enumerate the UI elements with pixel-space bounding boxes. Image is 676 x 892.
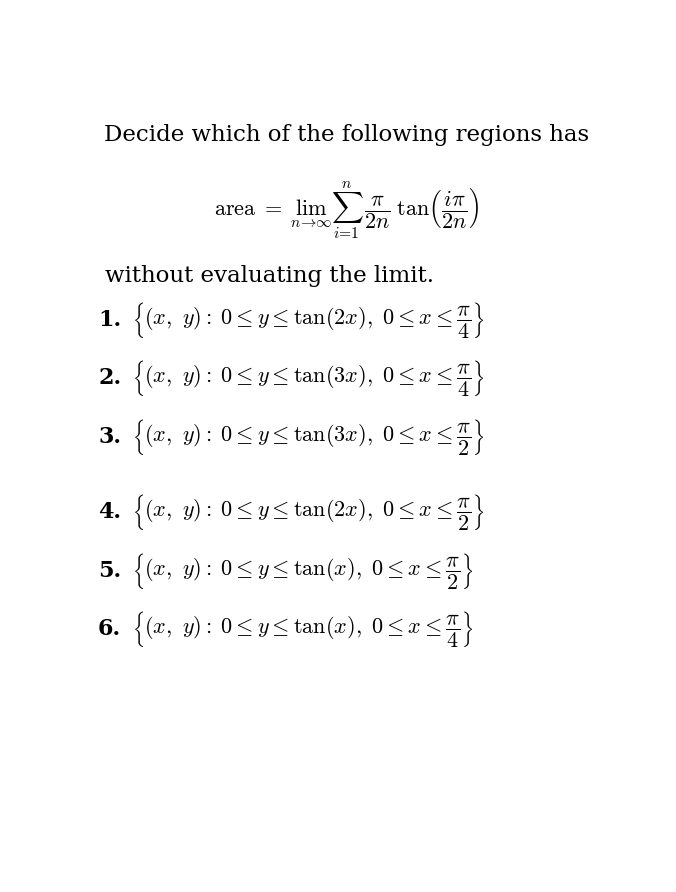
Text: 5.: 5.	[98, 559, 121, 582]
Text: $\left\{(x,\ y) :\; 0 \leq y \leq \tan(x),\ 0 \leq x \leq \dfrac{\pi}{4}\right\}: $\left\{(x,\ y) :\; 0 \leq y \leq \tan(x…	[132, 609, 473, 649]
Text: Decide which of the following regions has: Decide which of the following regions ha…	[104, 124, 589, 146]
Text: 2.: 2.	[98, 368, 121, 389]
Text: $\left\{(x,\ y) :\; 0 \leq y \leq \tan(3x),\ 0 \leq x \leq \dfrac{\pi}{4}\right\: $\left\{(x,\ y) :\; 0 \leq y \leq \tan(3…	[132, 359, 484, 399]
Text: 3.: 3.	[98, 425, 121, 448]
Text: $\left\{(x,\ y) :\; 0 \leq y \leq \tan(x),\ 0 \leq x \leq \dfrac{\pi}{2}\right\}: $\left\{(x,\ y) :\; 0 \leq y \leq \tan(x…	[132, 550, 473, 591]
Text: $\left\{(x,\ y) :\; 0 \leq y \leq \tan(2x),\ 0 \leq x \leq \dfrac{\pi}{2}\right\: $\left\{(x,\ y) :\; 0 \leq y \leq \tan(2…	[132, 492, 484, 533]
Text: without evaluating the limit.: without evaluating the limit.	[105, 265, 435, 287]
Text: 1.: 1.	[98, 309, 121, 331]
Text: $\left\{(x,\ y) :\; 0 \leq y \leq \tan(2x),\ 0 \leq x \leq \dfrac{\pi}{4}\right\: $\left\{(x,\ y) :\; 0 \leq y \leq \tan(2…	[132, 300, 484, 340]
Text: $\left\{(x,\ y) :\; 0 \leq y \leq \tan(3x),\ 0 \leq x \leq \dfrac{\pi}{2}\right\: $\left\{(x,\ y) :\; 0 \leq y \leq \tan(3…	[132, 417, 484, 457]
Text: $\mathrm{area} \;=\; \lim_{n \to \infty} \sum_{i=1}^{n}\, \dfrac{\pi}{2n} \;\tan: $\mathrm{area} \;=\; \lim_{n \to \infty}…	[214, 179, 479, 241]
Text: 4.: 4.	[98, 501, 121, 524]
Text: 6.: 6.	[98, 618, 121, 640]
